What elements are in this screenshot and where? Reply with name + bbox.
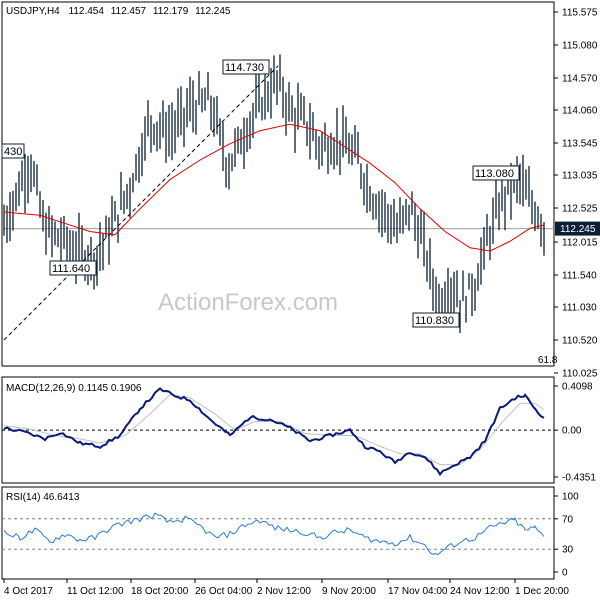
price-y-tick-label: 111.540	[562, 271, 597, 282]
open-value: 112.454	[69, 6, 105, 17]
high-callout: 114.730	[225, 62, 264, 74]
trend-line	[3, 65, 279, 341]
x-tick-label: 9 Nov 20:00	[322, 586, 376, 597]
price-y-tick-label: 112.015	[562, 238, 598, 249]
price-y-tick-label: 110.025	[562, 369, 598, 380]
current-price-tag	[555, 221, 600, 236]
low-callout-box	[412, 312, 460, 328]
x-tick-label: 11 Oct 12:00	[67, 586, 124, 597]
macd-layer	[3, 387, 545, 477]
truncated-callout: 430	[4, 146, 22, 158]
price-layer	[3, 54, 545, 341]
symbol-label: USDJPY,H4	[6, 6, 60, 17]
macd-y-tick-label: 0.4098	[562, 382, 593, 393]
rsi-panel-title: RSI(14) 46.6413	[6, 492, 80, 503]
rsi-panel-frame	[1, 486, 555, 580]
swing-low-callout: 111.640	[52, 263, 90, 275]
x-tick-label: 4 Oct 2017	[4, 586, 53, 597]
truncated-callout-box	[1, 143, 25, 159]
macd-y-tick-label: 0.00	[562, 426, 582, 437]
price-panel-frame	[1, 1, 555, 367]
swing-high-callout: 113.080	[475, 168, 514, 180]
rsi-y-tick-label: 100	[562, 492, 579, 503]
high-callout-box	[222, 59, 270, 75]
axis-layer: 115.575 115.080 114.570 114.060 113.545 113.0…	[3, 8, 600, 597]
macd-line	[3, 387, 545, 477]
macd-y-tick-label: -0.4351	[562, 473, 596, 484]
swing-low-callout-box	[49, 260, 97, 276]
watermark-layer: ActionForex.com	[158, 289, 338, 316]
watermark-text: ActionForex.com	[158, 289, 338, 316]
rsi-line	[3, 512, 545, 556]
price-y-tick-label: 113.035	[562, 171, 598, 182]
low-value: 112.179	[153, 6, 189, 17]
price-y-tick-label: 111.030	[562, 303, 597, 314]
rsi-y-tick-label: 0	[562, 568, 568, 579]
x-tick-label: 24 Nov 12:00	[450, 586, 510, 597]
price-y-tick-label: 114.570	[562, 74, 598, 85]
x-tick-label: 17 Nov 04:00	[388, 586, 448, 597]
x-tick-label: 2 Nov 12:00	[257, 586, 311, 597]
price-y-tick-label: 113.545	[562, 139, 598, 150]
x-tick-label: 1 Dec 20:00	[515, 586, 569, 597]
current-price-tag-label: 112.245	[560, 224, 596, 235]
moving-average-line	[3, 123, 545, 252]
fib-label: 61.8	[538, 355, 558, 366]
price-y-tick-label: 114.060	[562, 106, 598, 117]
grid-layer	[2, 228, 554, 550]
price-panel-title: USDJPY,H4 112.454 112.457 112.179 112.24…	[6, 6, 231, 17]
low-callout: 110.830	[415, 315, 454, 327]
price-y-tick-label: 115.575	[562, 8, 598, 19]
price-y-tick-label: 110.520	[562, 336, 598, 347]
close-value: 112.245	[195, 6, 231, 17]
x-tick-label: 26 Oct 04:00	[195, 586, 253, 597]
rsi-layer	[3, 512, 545, 556]
callout-layer: 114.730 113.080 110.830 111.640 430 61.8	[1, 59, 558, 366]
swing-high-callout-box	[472, 165, 520, 181]
rsi-y-tick-label: 30	[562, 545, 574, 556]
price-y-tick-label: 112.525	[562, 204, 598, 215]
x-tick-label: 18 Oct 20:00	[131, 586, 189, 597]
macd-panel-title: MACD(12,26,9) 0.1145 0.1906	[6, 383, 142, 394]
rsi-y-tick-label: 70	[562, 514, 574, 525]
high-value: 112.457	[111, 6, 147, 17]
price-y-tick-label: 115.080	[562, 41, 598, 52]
